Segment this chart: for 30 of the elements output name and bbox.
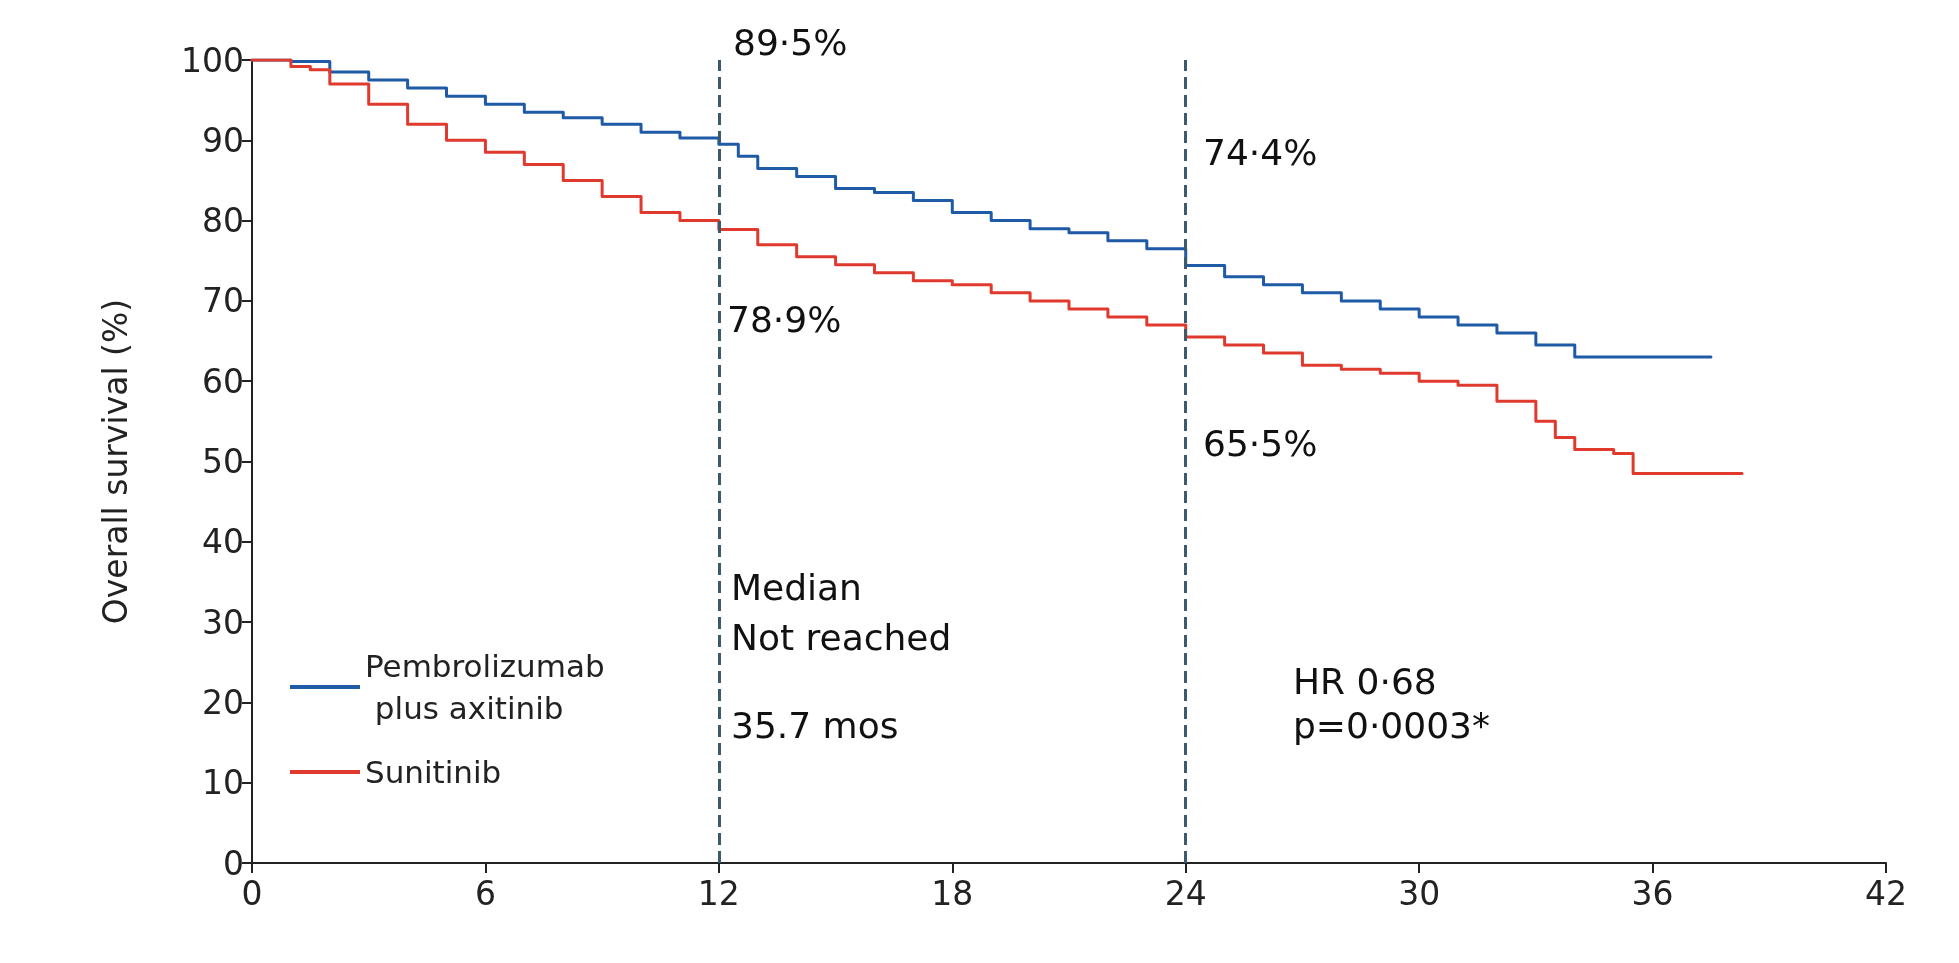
x-tick-label: 6	[474, 874, 496, 913]
annotation: 89·5%	[733, 21, 848, 63]
x-tick-label: 36	[1631, 874, 1674, 913]
annotation: Not reached	[731, 616, 952, 658]
annotation: 78·9%	[727, 298, 842, 340]
y-tick-label: 80	[202, 201, 244, 241]
legend-label: Pembrolizumab plus axitinib	[365, 648, 605, 726]
annotation: 74·4%	[1203, 131, 1318, 173]
y-tick-label: 0	[223, 843, 244, 883]
x-tick-label: 42	[1865, 874, 1907, 913]
y-tick-label: 60	[202, 361, 244, 401]
x-tick-label: 18	[931, 874, 974, 913]
y-tick-label: 20	[202, 682, 244, 722]
annotation: 65·5%	[1203, 422, 1318, 464]
y-tick-label: 90	[202, 120, 244, 160]
y-tick-label: 70	[202, 281, 244, 321]
x-tick-label: 30	[1398, 874, 1441, 913]
y-axis-title: Overall survival (%)	[96, 298, 135, 625]
y-tick-label: 40	[202, 522, 244, 562]
y-tick-label: 30	[202, 602, 244, 642]
annotation: p=0·0003*	[1293, 704, 1490, 746]
annotation: HR 0·68	[1293, 660, 1437, 702]
y-tick-label: 50	[202, 442, 244, 481]
y-tick-label: 10	[202, 763, 244, 803]
annotation: Median	[731, 566, 862, 608]
x-tick-label: 12	[697, 874, 740, 913]
y-tick-label: 100	[181, 40, 244, 80]
annotation: 35.7 mos	[731, 704, 899, 746]
x-tick-label: 24	[1164, 874, 1207, 913]
legend-label: Sunitinib	[365, 754, 502, 790]
